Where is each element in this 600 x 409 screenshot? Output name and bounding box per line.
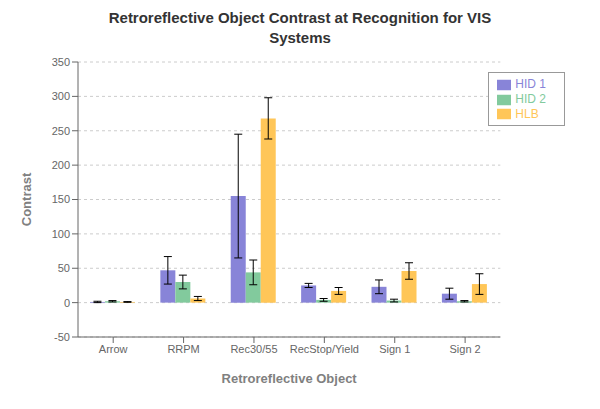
html-text:HLB: HLB [515, 106, 539, 121]
svg-text:200: 200 [52, 159, 70, 171]
html-text:HID 2: HID 2 [515, 91, 546, 106]
svg-text:RRPM: RRPM [167, 343, 199, 355]
svg-text:Contrast: Contrast [19, 172, 34, 226]
svg-text:Sign 1: Sign 1 [379, 343, 410, 355]
svg-text:150: 150 [52, 193, 70, 205]
svg-text:0: 0 [64, 297, 70, 309]
html-text:Retroreflective Object Contras: Retroreflective Object Contrast at Recog… [108, 9, 492, 46]
svg-text:Rec30/55: Rec30/55 [230, 343, 277, 355]
html-text:HID 1: HID 1 [515, 77, 546, 91]
svg-text:-50: -50 [54, 331, 70, 343]
svg-text:Sign 2: Sign 2 [450, 343, 481, 355]
svg-text:RecStop/Yield: RecStop/Yield [290, 343, 359, 355]
svg-text:300: 300 [52, 90, 70, 102]
svg-text:350: 350 [52, 56, 70, 68]
svg-text:100: 100 [52, 228, 70, 240]
svg-text:Retroreflective Object: Retroreflective Object [222, 371, 358, 386]
svg-text:50: 50 [58, 262, 70, 274]
svg-text:250: 250 [52, 125, 70, 137]
svg-text:Arrow: Arrow [99, 343, 128, 355]
